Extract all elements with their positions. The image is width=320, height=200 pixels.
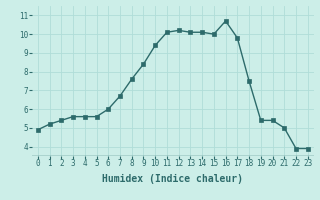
X-axis label: Humidex (Indice chaleur): Humidex (Indice chaleur): [102, 174, 243, 184]
